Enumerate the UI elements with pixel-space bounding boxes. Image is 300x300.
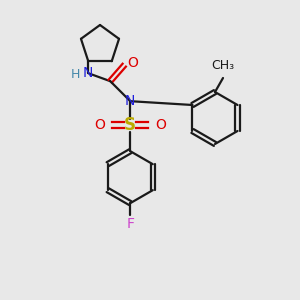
Text: F: F: [126, 217, 134, 231]
Text: H: H: [71, 68, 80, 81]
Text: N: N: [125, 94, 135, 108]
Text: O: O: [94, 118, 105, 132]
Text: CH₃: CH₃: [212, 59, 235, 72]
Text: N: N: [83, 66, 93, 80]
Text: S: S: [124, 116, 136, 134]
Text: O: O: [127, 56, 138, 70]
Text: O: O: [155, 118, 166, 132]
